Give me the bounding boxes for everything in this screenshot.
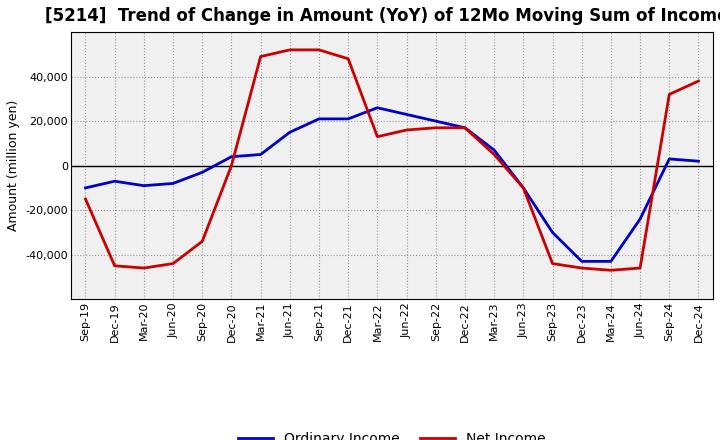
Net Income (665, 92, 674, 97)
Net Income (344, 56, 353, 62)
Ordinary Income (198, 170, 207, 175)
Net Income (286, 47, 294, 52)
Ordinary Income (227, 154, 235, 159)
Ordinary Income (665, 156, 674, 161)
Ordinary Income (431, 118, 440, 124)
Net Income (256, 54, 265, 59)
Ordinary Income (636, 216, 644, 222)
Net Income (373, 134, 382, 139)
Net Income (140, 265, 148, 271)
Ordinary Income (548, 230, 557, 235)
Net Income (606, 268, 615, 273)
Ordinary Income (490, 147, 498, 153)
Ordinary Income (140, 183, 148, 188)
Ordinary Income (461, 125, 469, 130)
Net Income (81, 196, 90, 202)
Ordinary Income (344, 116, 353, 121)
Legend: Ordinary Income, Net Income: Ordinary Income, Net Income (233, 426, 552, 440)
Ordinary Income (168, 181, 177, 186)
Y-axis label: Amount (million yen): Amount (million yen) (7, 100, 20, 231)
Net Income (198, 238, 207, 244)
Net Income (315, 47, 323, 52)
Net Income (694, 78, 703, 84)
Net Income (636, 265, 644, 271)
Ordinary Income (606, 259, 615, 264)
Net Income (110, 263, 119, 268)
Net Income (548, 261, 557, 266)
Ordinary Income (373, 105, 382, 110)
Net Income (519, 185, 528, 191)
Ordinary Income (519, 185, 528, 191)
Ordinary Income (110, 179, 119, 184)
Ordinary Income (315, 116, 323, 121)
Ordinary Income (256, 152, 265, 157)
Net Income (402, 127, 411, 132)
Net Income (431, 125, 440, 130)
Ordinary Income (81, 185, 90, 191)
Ordinary Income (577, 259, 586, 264)
Net Income (461, 125, 469, 130)
Line: Net Income: Net Income (86, 50, 698, 270)
Net Income (168, 261, 177, 266)
Net Income (577, 265, 586, 271)
Ordinary Income (694, 158, 703, 164)
Ordinary Income (286, 130, 294, 135)
Title: [5214]  Trend of Change in Amount (YoY) of 12Mo Moving Sum of Incomes: [5214] Trend of Change in Amount (YoY) o… (45, 7, 720, 25)
Line: Ordinary Income: Ordinary Income (86, 108, 698, 261)
Ordinary Income (402, 112, 411, 117)
Net Income (227, 163, 235, 168)
Net Income (490, 152, 498, 157)
